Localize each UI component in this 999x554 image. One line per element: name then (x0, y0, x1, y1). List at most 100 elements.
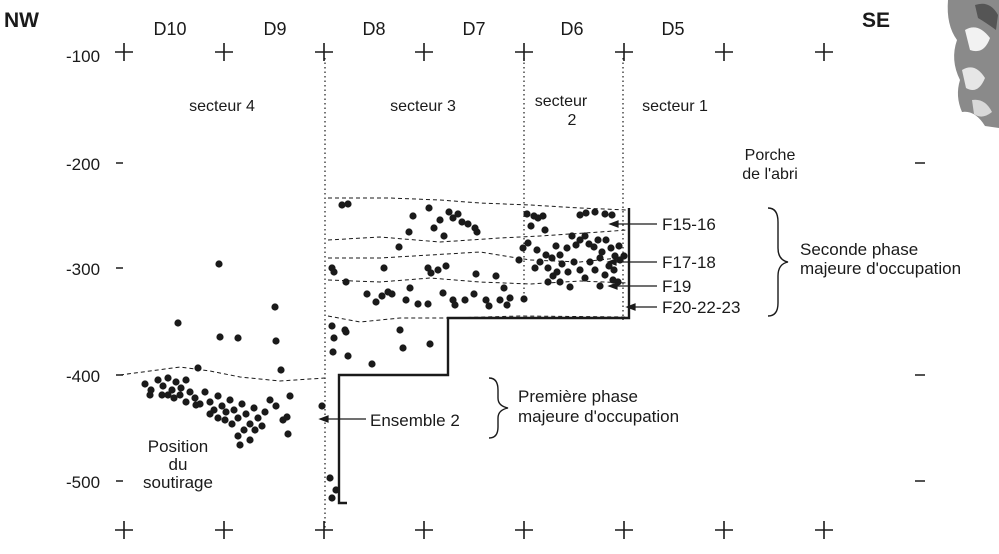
artifact-dot (395, 243, 403, 251)
artifact-dot (240, 426, 248, 434)
artifact-dot (194, 364, 202, 372)
layer-label-f19: F19 (662, 277, 691, 296)
artifact-dot (318, 402, 326, 410)
artifact-dot (176, 391, 184, 399)
artifact-dot (527, 222, 535, 230)
artifact-dot (544, 264, 552, 272)
artifact-dot (598, 248, 606, 256)
artifact-dot (206, 398, 214, 406)
artifact-dot (406, 284, 414, 292)
artifact-dot (228, 420, 236, 428)
artifact-dot (328, 322, 336, 330)
artifact-dot (214, 392, 222, 400)
depth-label-300: -300 (66, 260, 100, 279)
artifact-dot (182, 398, 190, 406)
artifact-dot (344, 352, 352, 360)
artifact-dot (586, 258, 594, 266)
artifact-dot (515, 256, 523, 264)
artifact-dot (170, 394, 178, 402)
artifact-dot (442, 262, 450, 270)
artifact-dot (330, 268, 338, 276)
artifact-dot (250, 404, 258, 412)
boundary-ensemble2 (119, 366, 326, 382)
artifact-dot (610, 266, 618, 274)
artifact-dot (496, 296, 504, 304)
artifact-dot (552, 242, 560, 250)
artifact-dot (246, 420, 254, 428)
depth-label-200: -200 (66, 155, 100, 174)
artifact-dot (470, 290, 478, 298)
layer-label-f20-22-23: F20-22-23 (662, 298, 740, 317)
artifact-dot (344, 200, 352, 208)
artifact-dot (271, 303, 279, 311)
artifact-dot (609, 276, 617, 284)
artifact-dot (286, 392, 294, 400)
artifact-dot (174, 319, 182, 327)
artifact-dot (581, 232, 589, 240)
artifact-dot (425, 204, 433, 212)
layer-label-f17-18: F17-18 (662, 253, 716, 272)
artifact-dot (182, 376, 190, 384)
artifact-dot (272, 402, 280, 410)
artifact-dot (242, 410, 250, 418)
artifact-dot (283, 413, 291, 421)
artifact-dot (141, 380, 149, 388)
artifact-dot (332, 486, 340, 494)
artifact-dot (542, 251, 550, 259)
artifact-dot (216, 333, 224, 341)
artifact-dot (215, 260, 223, 268)
artifact-dot (473, 228, 481, 236)
artifact-dot (251, 426, 259, 434)
artifact-dot (258, 422, 266, 430)
layer-boundaries (119, 197, 628, 382)
depth-label-400: -400 (66, 367, 100, 386)
brace-first-phase (488, 377, 509, 439)
artifact-dot (440, 232, 448, 240)
artifact-dot (581, 274, 589, 282)
artifact-dot (158, 391, 166, 399)
artifact-dot (214, 414, 222, 422)
artifact-dot (434, 266, 442, 274)
artifact-dot (439, 289, 447, 297)
column-label-d6: D6 (560, 19, 583, 39)
artifact-dot (596, 254, 604, 262)
depth-tick-marks (116, 162, 925, 482)
artifact-dot (430, 224, 438, 232)
artifact-dot (539, 212, 547, 220)
artifact-dot (427, 269, 435, 277)
artifact-dot (576, 266, 584, 274)
artifact-dot (563, 244, 571, 252)
artifact-dot (226, 396, 234, 404)
artifact-dot (159, 382, 167, 390)
artifact-dot (218, 402, 226, 410)
artifact-dot (378, 292, 386, 300)
artifact-dot (388, 290, 396, 298)
artifact-dot (246, 436, 254, 444)
artifact-dot (284, 430, 292, 438)
excavation-profile (337, 208, 631, 505)
nw-label: NW (4, 9, 39, 32)
artifact-dot (461, 296, 469, 304)
artifact-dot (506, 294, 514, 302)
artifact-dot (191, 394, 199, 402)
artifact-dot (492, 272, 500, 280)
artifact-dot (445, 208, 453, 216)
artifact-dot (531, 264, 539, 272)
boundary-f17-f19 (328, 251, 628, 263)
artifact-dot (328, 494, 336, 502)
brace-second-phase (767, 207, 789, 317)
artifact-dot (608, 211, 616, 219)
artifact-dot (238, 400, 246, 408)
artifact-dot (570, 258, 578, 266)
artifact-dot (426, 340, 434, 348)
photo-fragment (942, 0, 999, 128)
artifact-dot (601, 210, 609, 218)
sector-dividers (324, 58, 624, 530)
second-phase-line2: majeure d'occupation (800, 259, 961, 278)
porch-label-line2: de l'abri (742, 166, 798, 183)
boundary-f15-f17 (327, 229, 628, 243)
artifact-dot (254, 414, 262, 422)
artifact-dot (222, 408, 230, 416)
